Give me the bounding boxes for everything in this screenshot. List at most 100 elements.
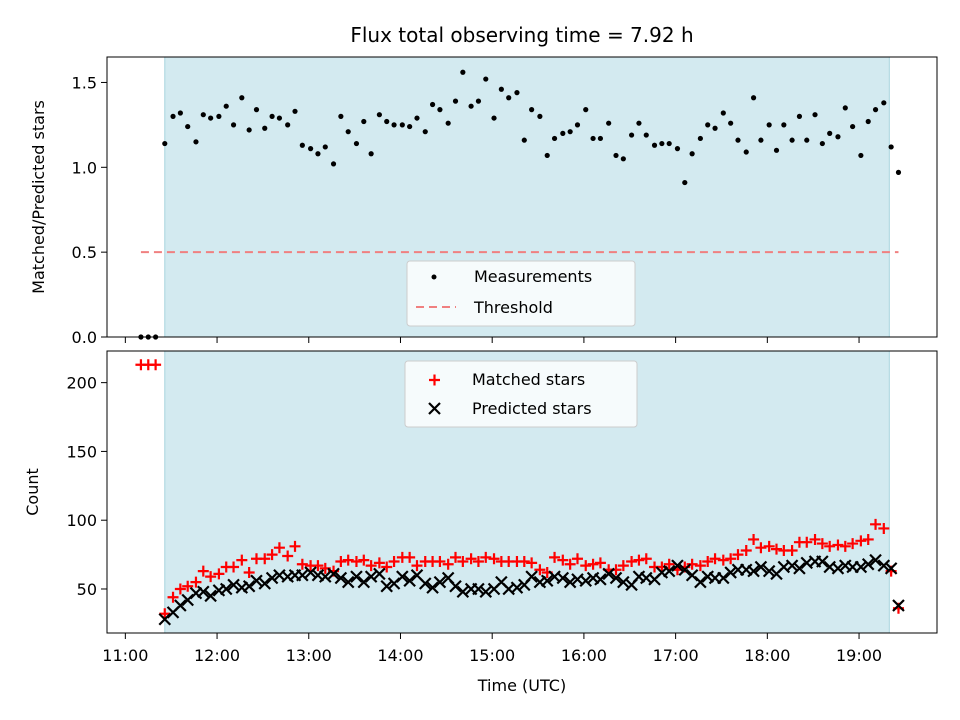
matched-star-point	[640, 553, 652, 565]
matched-star-point	[273, 542, 285, 554]
predicted-star-point	[479, 585, 493, 599]
predicted-star-point	[250, 574, 263, 588]
predicted-star-point	[877, 559, 891, 572]
measurement-point	[452, 98, 459, 104]
matched-star-point	[755, 542, 767, 554]
measurement-point	[789, 137, 795, 143]
measurement-point	[865, 118, 871, 125]
predicted-star-point	[327, 567, 340, 581]
bottom-y-tick-label: 50	[77, 580, 97, 599]
predicted-star-point	[174, 599, 187, 612]
predicted-star-point	[816, 555, 829, 568]
matched-star-point	[289, 540, 301, 552]
legend-measurements-label: Measurements	[474, 267, 592, 286]
matched-star-point	[534, 564, 546, 576]
measurement-point	[659, 140, 665, 147]
top-y-ticks: 0.0 0.5 1.0 1.5	[72, 73, 107, 347]
matched-star-point	[205, 571, 217, 583]
predicted-star-point	[869, 553, 882, 567]
measurement-point	[223, 103, 229, 109]
predicted-stars-points	[158, 553, 905, 626]
top-axes-frame	[106, 56, 938, 338]
measurement-point	[858, 152, 864, 159]
matched-star-point	[243, 566, 255, 578]
measurement-point	[574, 122, 581, 128]
matched-star-point	[740, 544, 752, 556]
predicted-star-point	[563, 575, 577, 589]
predicted-star-point	[380, 579, 394, 593]
measurement-point	[567, 129, 573, 135]
measurement-point	[491, 115, 497, 121]
matched-star-point	[296, 558, 308, 570]
matched-star-point	[213, 568, 225, 580]
x-tick-label: 12:00	[194, 646, 240, 665]
predicted-star-point	[296, 568, 309, 582]
measurement-point	[246, 127, 252, 133]
predicted-star-point	[341, 575, 355, 589]
predicted-star-point	[357, 575, 371, 589]
top-y-axis-label: Matched/Predicted stars	[29, 100, 48, 294]
matched-star-point	[771, 543, 783, 555]
measurement-point	[895, 169, 902, 175]
matched-star-point	[350, 555, 362, 567]
measurement-point	[796, 113, 803, 119]
measurement-point	[200, 112, 206, 118]
top-x-ticks	[124, 337, 860, 343]
predicted-star-point	[334, 571, 348, 585]
matched-star-point	[786, 544, 798, 556]
matched-star-point	[442, 558, 454, 570]
matched-star-point	[236, 554, 248, 566]
predicted-star-point	[609, 571, 623, 585]
x-tick-label: 19:00	[836, 646, 882, 665]
measurement-point	[468, 103, 474, 109]
matched-star-point	[587, 558, 599, 570]
measurement-point	[308, 146, 314, 152]
measurement-point	[750, 95, 757, 101]
matched-star-point	[748, 533, 760, 545]
matched-star-point	[801, 536, 813, 548]
matched-star-point	[709, 553, 721, 565]
predicted-star-point	[892, 599, 905, 612]
matched-star-point	[870, 518, 882, 530]
top-y-tick-label: 0.0	[72, 328, 97, 347]
measurement-point	[498, 86, 504, 92]
predicted-star-point	[510, 581, 524, 594]
x-tick-label: 17:00	[653, 646, 699, 665]
top-legend: Measurements Threshold	[406, 260, 636, 327]
matched-star-point	[404, 551, 416, 563]
measurement-point	[560, 130, 566, 136]
predicted-star-point	[265, 571, 279, 585]
matched-star-point	[174, 583, 186, 595]
legend-matched-label: Matched stars	[472, 370, 585, 389]
legend-threshold-label: Threshold	[473, 298, 553, 317]
predicted-star-point	[678, 563, 692, 576]
measurement-point	[330, 161, 337, 167]
predicted-star-point	[671, 559, 684, 572]
measurement-point	[414, 115, 420, 121]
predicted-star-point	[418, 577, 432, 590]
predicted-star-point	[426, 581, 439, 594]
measurement-point	[529, 107, 535, 113]
matched-star-point	[159, 608, 171, 620]
matched-star-point	[855, 535, 867, 547]
measurement-point	[460, 69, 466, 75]
measurement-point	[514, 90, 520, 96]
predicted-star-point	[602, 567, 615, 581]
measurement-point	[606, 120, 612, 126]
matched-star-point	[878, 522, 890, 534]
bottom-y-tick-label: 150	[66, 442, 97, 461]
predicted-star-point	[785, 559, 799, 572]
measurement-point	[804, 137, 810, 143]
matched-star-point	[465, 553, 477, 565]
predicted-star-point	[258, 577, 272, 590]
x-tick-label: 15:00	[469, 646, 515, 665]
measurement-point	[881, 100, 887, 106]
matched-star-point	[633, 554, 645, 566]
matched-star-point	[150, 359, 162, 371]
legend-predicted-marker	[428, 402, 441, 415]
predicted-star-point	[304, 566, 317, 579]
matched-star-point	[167, 591, 179, 603]
predicted-star-point	[242, 579, 256, 593]
matched-star-point	[663, 558, 675, 570]
